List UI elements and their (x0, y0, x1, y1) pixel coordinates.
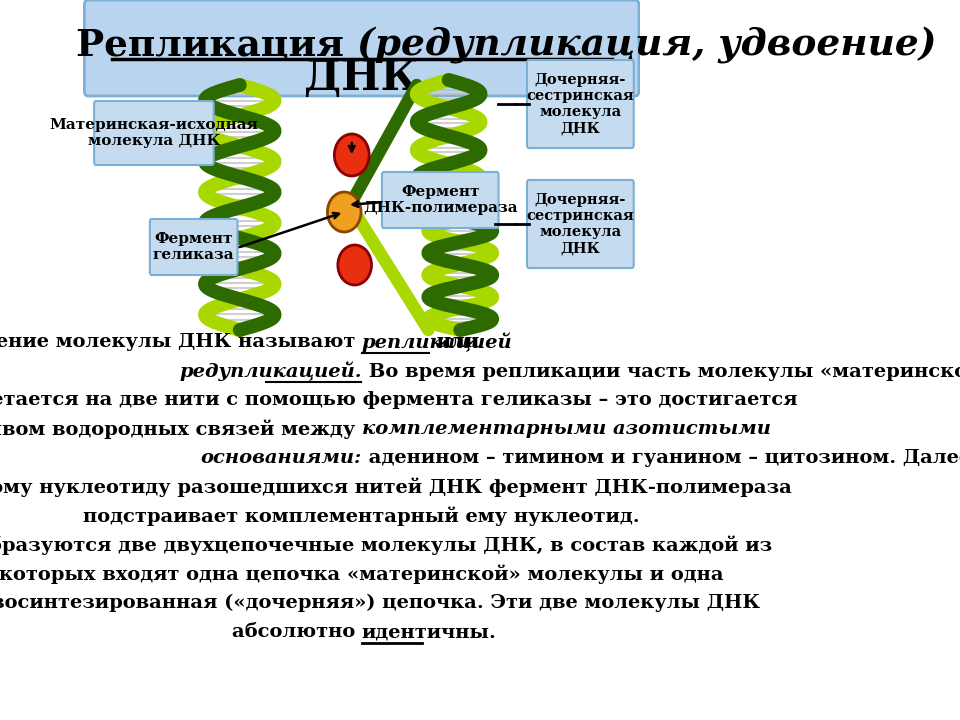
Text: расплетается на две нити с помощью фермента геликазы – это достигается: расплетается на две нити с помощью ферме… (0, 391, 798, 409)
Text: Удвоение молекулы ДНК называют: Удвоение молекулы ДНК называют (0, 333, 362, 351)
FancyBboxPatch shape (527, 180, 634, 268)
Text: репликацией: репликацией (362, 332, 513, 352)
Text: редупликацией.: редупликацией. (180, 361, 362, 381)
Text: новосинтезированная («дочерняя») цепочка. Эти две молекулы ДНК: новосинтезированная («дочерняя») цепочка… (0, 594, 759, 612)
Text: Репликация: Репликация (76, 27, 357, 63)
Ellipse shape (327, 192, 361, 232)
Text: Дочерняя-
сестринская
молекула
ДНК: Дочерняя- сестринская молекула ДНК (526, 73, 635, 135)
Text: И образуются две двухцепочечные молекулы ДНК, в состав каждой из: И образуются две двухцепочечные молекулы… (0, 535, 772, 554)
FancyBboxPatch shape (84, 0, 639, 96)
Ellipse shape (334, 134, 370, 176)
Text: каждому нуклеотиду разошедшихся нитей ДНК фермент ДНК-полимераза: каждому нуклеотиду разошедшихся нитей ДН… (0, 477, 792, 497)
Text: или: или (430, 333, 479, 351)
Text: комплементарными азотистыми: комплементарными азотистыми (362, 420, 771, 438)
Text: Фермент
геликаза: Фермент геликаза (153, 232, 234, 262)
FancyBboxPatch shape (382, 172, 498, 228)
Text: Фермент
ДНК-полимераза: Фермент ДНК-полимераза (363, 185, 517, 215)
Text: которых входят одна цепочка «материнской» молекулы и одна: которых входят одна цепочка «материнской… (0, 564, 724, 584)
Text: Во время репликации часть молекулы «материнской» ДНК: Во время репликации часть молекулы «мате… (362, 361, 960, 381)
Text: основаниями:: основаниями: (201, 449, 362, 467)
FancyBboxPatch shape (527, 60, 634, 148)
Text: ДНК: ДНК (304, 57, 419, 99)
Text: аденином – тимином и гуанином – цитозином. Далее к: аденином – тимином и гуанином – цитозино… (362, 449, 960, 467)
Text: абсолютно: абсолютно (231, 623, 362, 641)
FancyBboxPatch shape (150, 219, 237, 275)
Text: Дочерняя-
сестринская
молекула
ДНК: Дочерняя- сестринская молекула ДНК (526, 193, 635, 256)
Text: (редупликация, удвоение): (редупликация, удвоение) (357, 27, 937, 63)
Text: подстраивает комплементарный ему нуклеотид.: подстраивает комплементарный ему нуклеот… (84, 506, 640, 526)
FancyBboxPatch shape (94, 101, 214, 165)
Text: разрывом водородных связей между: разрывом водородных связей между (0, 419, 362, 438)
Ellipse shape (338, 245, 372, 285)
Text: Материнская-исходная
молекула ДНК: Материнская-исходная молекула ДНК (50, 118, 258, 148)
Text: идентичны.: идентичны. (362, 623, 496, 641)
